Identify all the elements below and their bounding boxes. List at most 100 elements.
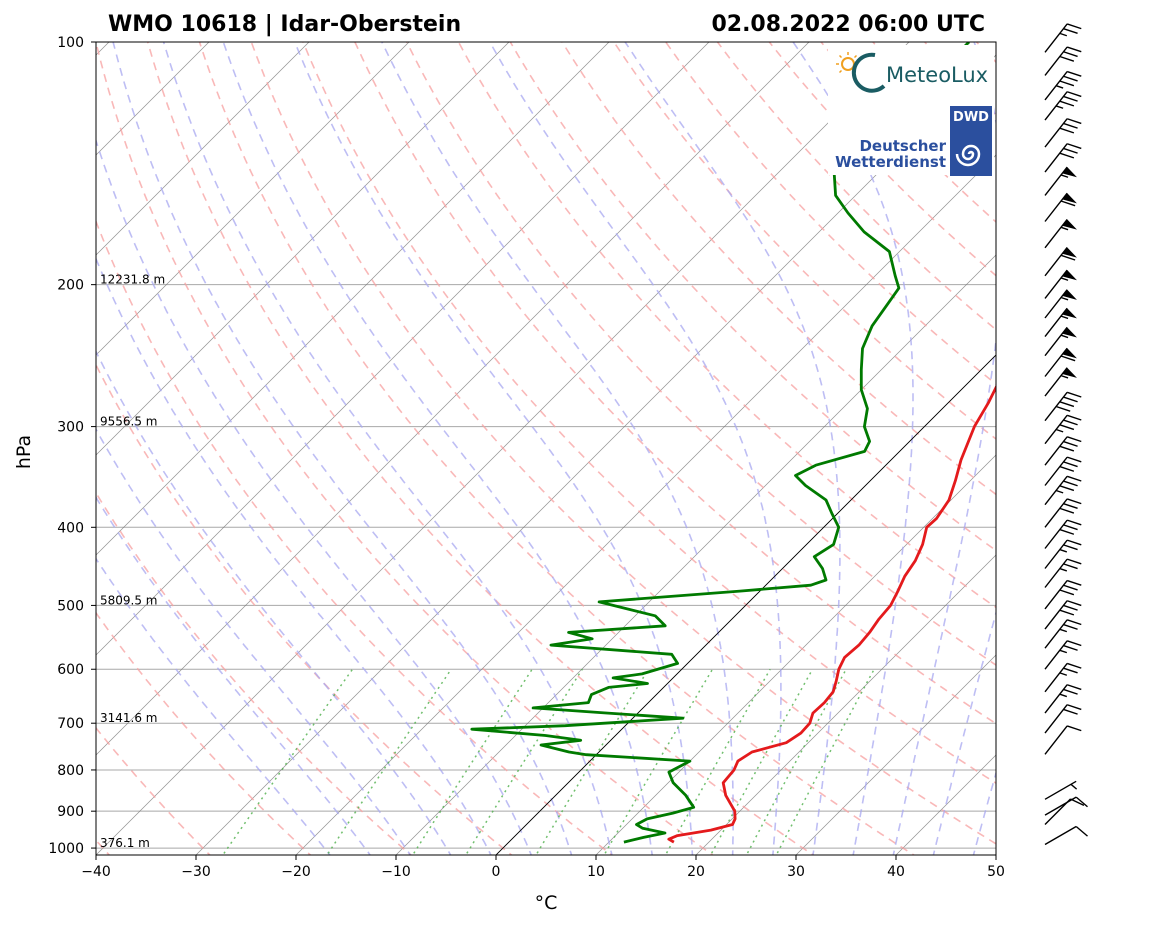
wind-barb — [1044, 780, 1078, 800]
barb-full — [1063, 396, 1078, 403]
x-tick-label: 0 — [492, 864, 501, 880]
wind-barb — [1044, 640, 1082, 670]
moist-adiabat — [162, 42, 613, 855]
barb-full — [1059, 152, 1075, 159]
wind-barb — [1044, 796, 1088, 816]
wind-barb — [1044, 498, 1082, 528]
barb-full — [1063, 708, 1078, 715]
dry-adiabat — [405, 42, 996, 667]
barb-full — [1063, 95, 1078, 102]
barb-staff — [1044, 796, 1077, 816]
dry-adiabat — [96, 219, 614, 855]
mixing-ratio-line — [745, 668, 847, 855]
barb-full — [1059, 589, 1075, 596]
moist-adiabat — [96, 427, 412, 855]
barb-pennant — [1062, 327, 1077, 338]
barb-half — [1059, 649, 1068, 654]
x-tick-label: −40 — [81, 864, 111, 880]
datetime-title: 02.08.2022 06:00 UTC — [711, 12, 985, 37]
x-axis-label: °C — [535, 892, 558, 914]
barb-full — [1066, 70, 1082, 77]
dry-adiabat — [250, 42, 996, 845]
dwd-spiral-icon — [955, 144, 981, 167]
wind-barb — [1044, 347, 1077, 377]
barb-full — [1063, 440, 1078, 447]
dry-adiabat — [96, 491, 413, 855]
barb-half — [1059, 548, 1068, 553]
barb-half — [1059, 693, 1068, 698]
barb-half — [1055, 489, 1064, 494]
dry-adiabat — [96, 42, 714, 855]
barb-full — [1063, 563, 1078, 570]
wind-barb — [1044, 519, 1082, 549]
wind-barb — [1044, 143, 1082, 173]
dry-adiabat — [96, 611, 312, 855]
barb-full — [1066, 23, 1082, 30]
dry-adiabat — [96, 363, 513, 855]
height-label: 9556.5 m — [100, 415, 158, 429]
x-tick-label: 50 — [987, 864, 1005, 880]
isotherm-line — [495, 354, 996, 855]
barb-full — [1059, 507, 1075, 514]
wind-barb — [1044, 166, 1077, 196]
barb-half — [1055, 428, 1064, 433]
wind-barb — [1044, 46, 1082, 76]
wind-barb — [1044, 825, 1088, 846]
barb-half — [1055, 105, 1064, 109]
wind-barb — [1044, 367, 1077, 397]
dry-adiabat — [1011, 24, 1160, 858]
x-tick-label: −20 — [281, 864, 311, 880]
wind-barb — [1044, 247, 1077, 277]
y-tick-label: 300 — [57, 420, 84, 436]
barb-full — [1066, 498, 1082, 505]
temperature-profile — [667, 384, 996, 844]
wind-barb — [1044, 23, 1082, 53]
barb-full — [1066, 118, 1082, 125]
moist-adiabat — [222, 42, 653, 855]
barb-full — [1063, 667, 1078, 674]
barb-full — [1063, 524, 1078, 531]
background-lines — [96, 24, 1160, 858]
barb-full — [1066, 600, 1082, 607]
barb-full — [1059, 609, 1075, 616]
barb-half — [1060, 374, 1069, 379]
barb-half — [1060, 315, 1069, 320]
barb-full — [1066, 558, 1082, 565]
barb-full — [1063, 604, 1078, 611]
barb-half — [1060, 174, 1069, 178]
barb-full — [1063, 584, 1078, 591]
y-tick-label: 200 — [57, 278, 84, 294]
mixing-ratio-line — [664, 668, 771, 855]
barb-pennant — [1062, 270, 1077, 281]
y-tick-label: 100 — [57, 35, 84, 51]
wind-barb — [1044, 704, 1082, 734]
moist-adiabat — [294, 42, 694, 855]
wind-barb — [1044, 91, 1082, 121]
barb-half — [1060, 277, 1069, 281]
barb-full — [1059, 528, 1075, 535]
barb-pennant — [1062, 367, 1077, 378]
moist-adiabat — [96, 256, 492, 855]
barb-full — [1066, 456, 1082, 463]
plot-frame — [95, 41, 997, 856]
moist-adiabat — [96, 138, 533, 855]
x-tick-label: 20 — [687, 864, 705, 880]
x-tick-label: 40 — [887, 864, 905, 880]
dry-adiabat — [146, 42, 815, 855]
height-label: 5809.5 m — [100, 593, 158, 607]
barb-full — [1059, 127, 1075, 134]
barb-full — [1063, 75, 1078, 82]
y-tick-label: 400 — [57, 520, 84, 536]
isotherm-line — [96, 42, 510, 456]
barb-full — [1063, 419, 1078, 426]
moist-adiabat — [972, 770, 996, 855]
dry-adiabat — [198, 42, 916, 855]
meteolux-logo-text: MeteoLux — [886, 63, 988, 87]
zero-isotherm — [495, 354, 996, 855]
barb-staff — [1044, 780, 1077, 800]
isotherm-line — [595, 454, 996, 855]
wind-barb — [1044, 219, 1077, 249]
barb-full — [1063, 461, 1078, 468]
dry-adiabat — [302, 42, 996, 785]
